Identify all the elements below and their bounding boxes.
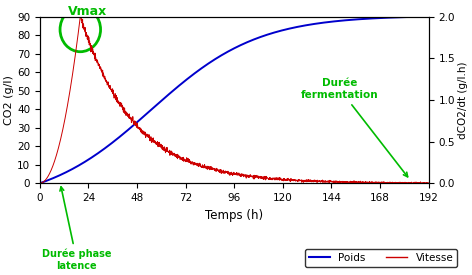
Text: Durée
fermentation: Durée fermentation <box>301 78 408 177</box>
Y-axis label: CO2 (g/l): CO2 (g/l) <box>4 75 14 125</box>
Y-axis label: dCO2/dt (g/l.h): dCO2/dt (g/l.h) <box>458 61 468 139</box>
X-axis label: Temps (h): Temps (h) <box>205 208 263 222</box>
Legend: Poids, Vitesse: Poids, Vitesse <box>305 249 457 267</box>
Text: Durée phase
latence: Durée phase latence <box>42 187 111 271</box>
Text: Vmax: Vmax <box>68 5 108 18</box>
